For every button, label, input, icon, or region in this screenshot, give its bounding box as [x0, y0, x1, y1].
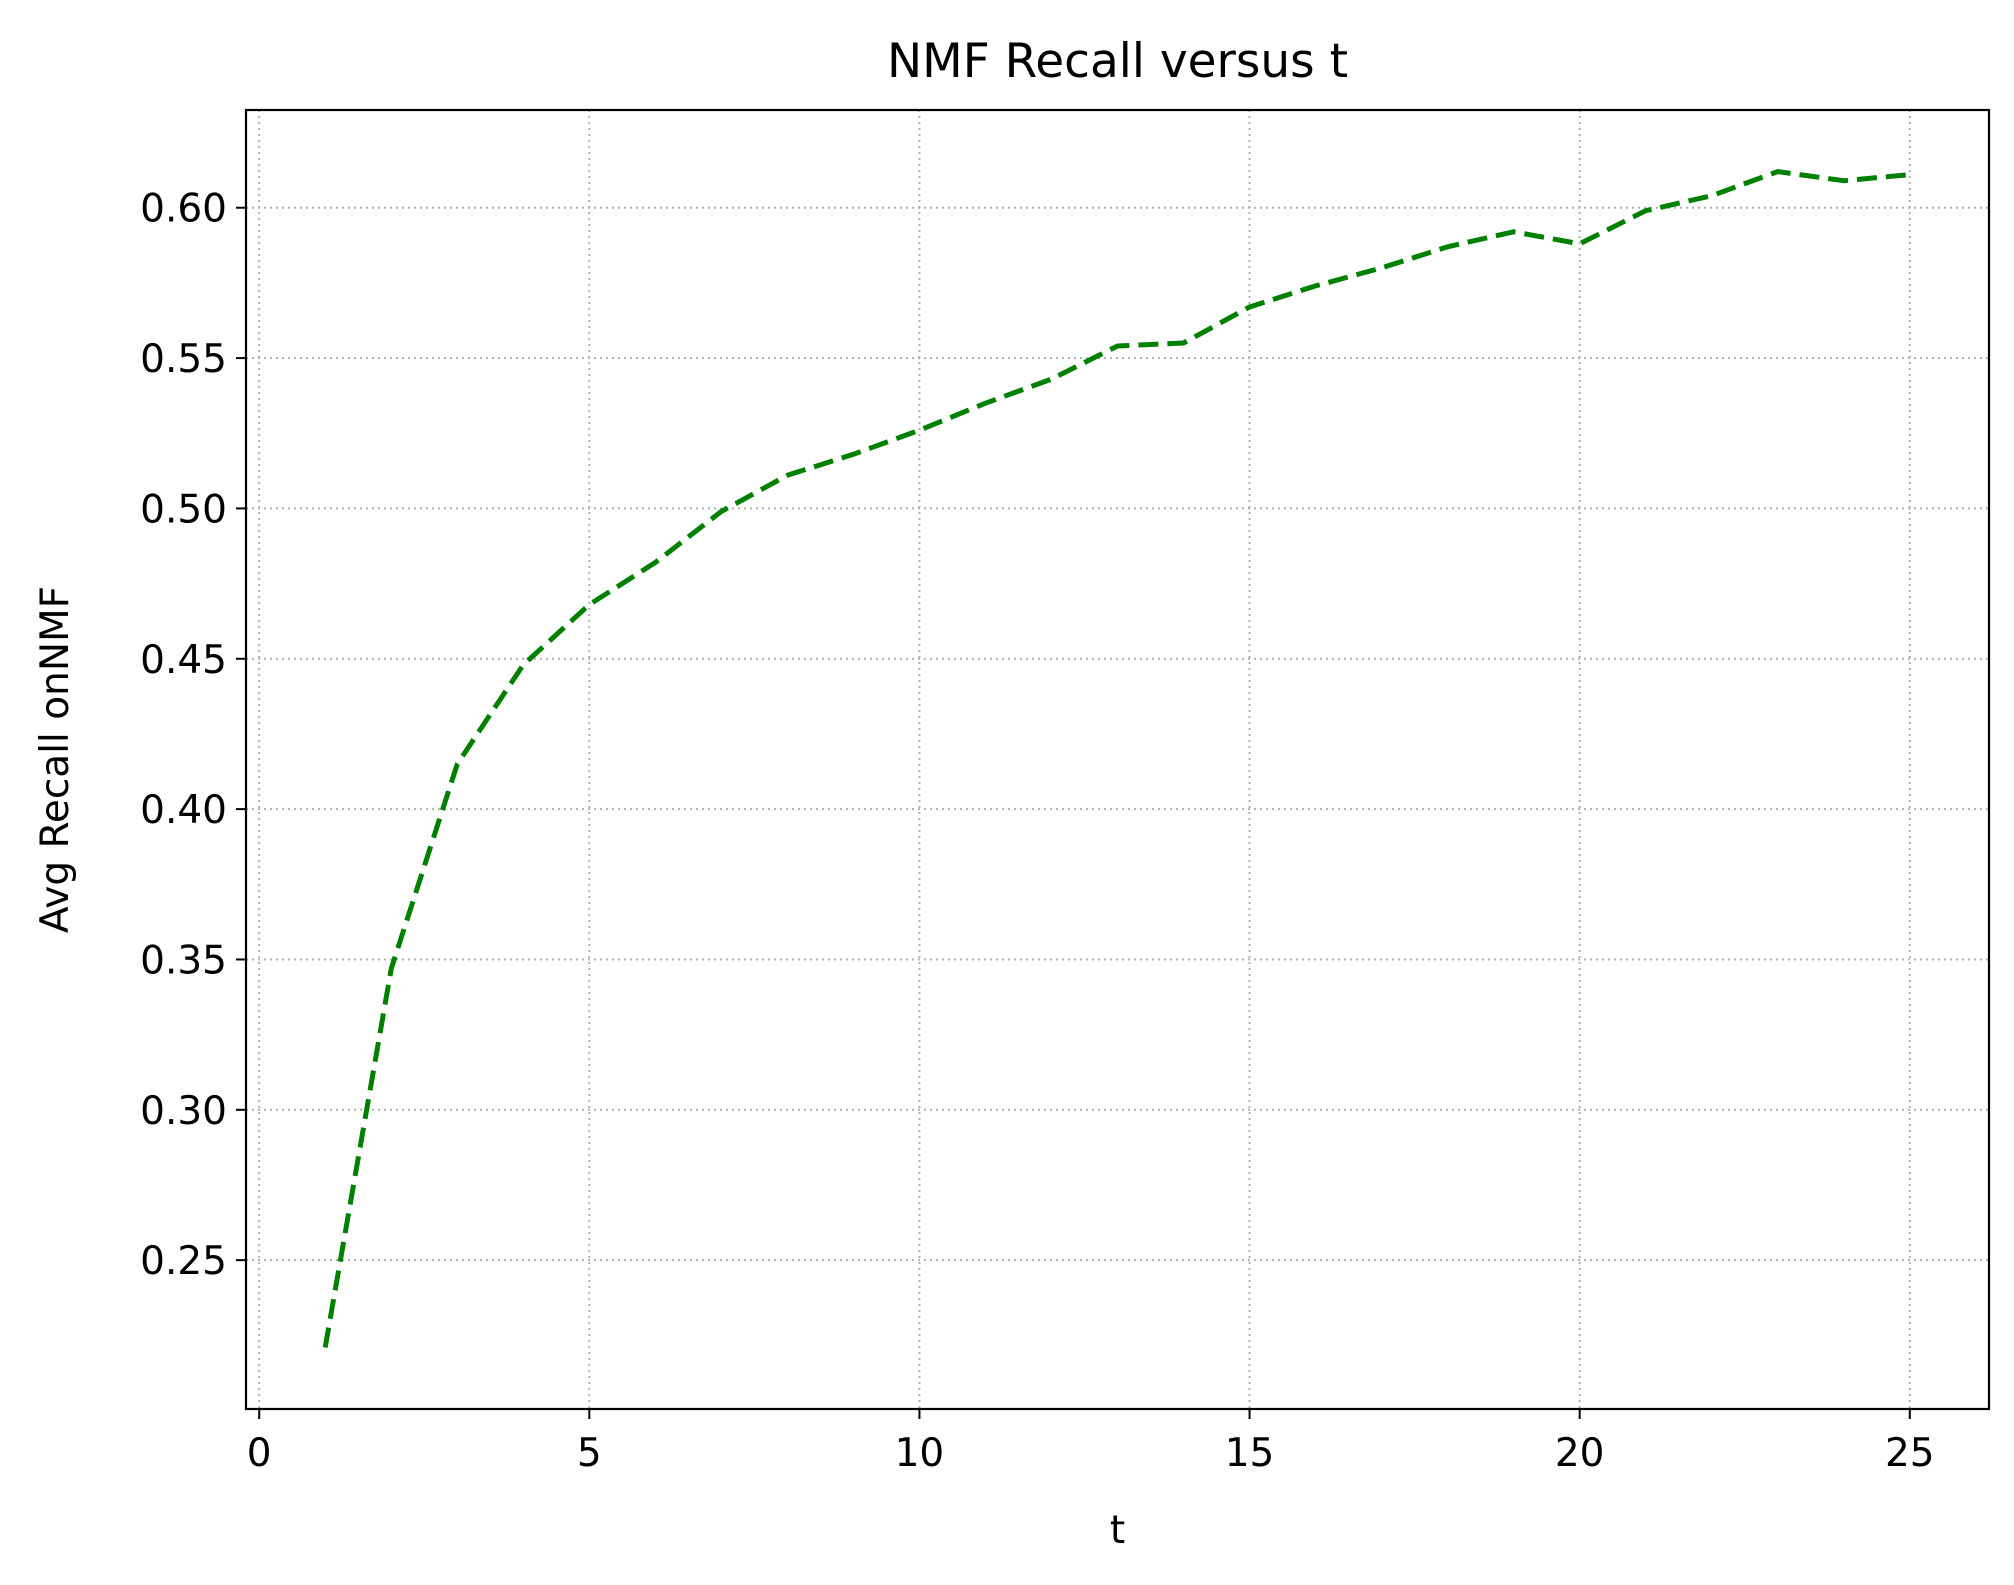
data-point: [588, 603, 591, 606]
y-tick-label: 0.55: [140, 337, 227, 382]
data-point: [390, 967, 393, 970]
data-point: [1776, 170, 1779, 173]
chart-title: NMF Recall versus t: [887, 34, 1348, 89]
data-point: [1050, 378, 1053, 381]
x-tick-label: 25: [1885, 1431, 1935, 1476]
data-point: [324, 1346, 327, 1349]
y-tick-label: 0.25: [140, 1239, 227, 1284]
x-tick-label: 5: [577, 1431, 602, 1476]
data-point: [1710, 194, 1713, 197]
y-tick-label: 0.60: [140, 187, 227, 232]
data-point: [852, 453, 855, 456]
data-point: [1842, 179, 1845, 182]
data-point: [1644, 209, 1647, 212]
x-tick-label: 10: [895, 1431, 945, 1476]
y-tick-label: 0.35: [140, 938, 227, 983]
data-point: [1248, 305, 1251, 308]
data-point: [456, 763, 459, 766]
x-axis-label: t: [1110, 1508, 1125, 1553]
y-axis-ticks: 0.25 0.30 0.35 0.40 0.45 0.50 0.55 0.60: [140, 187, 246, 1284]
data-point: [1446, 245, 1449, 248]
data-point: [522, 663, 525, 666]
y-tick-label: 0.50: [140, 487, 227, 532]
y-axis-label: Avg Recall onNMF: [33, 586, 78, 933]
data-point: [1908, 173, 1911, 176]
y-tick-label: 0.45: [140, 638, 227, 683]
data-point: [654, 561, 657, 564]
series-layer: [322, 169, 1911, 1349]
series-line: [322, 169, 1911, 1348]
data-point: [918, 429, 921, 432]
data-point: [984, 402, 987, 405]
data-point: [1512, 230, 1515, 233]
gridlines: [246, 110, 1989, 1409]
x-axis-ticks: 0 5 10 15 20 25: [247, 1409, 1935, 1476]
x-tick-label: 0: [247, 1431, 272, 1476]
data-point: [1116, 345, 1119, 348]
data-point: [786, 474, 789, 477]
plot-frame: [244, 108, 1991, 1411]
x-tick-label: 20: [1555, 1431, 1605, 1476]
y-tick-label: 0.40: [140, 788, 227, 833]
data-point: [1182, 342, 1185, 345]
data-point: [1314, 284, 1317, 287]
data-point: [1380, 266, 1383, 269]
data-point: [1578, 242, 1581, 245]
x-tick-label: 15: [1225, 1431, 1275, 1476]
data-point: [720, 510, 723, 513]
y-tick-label: 0.30: [140, 1089, 227, 1134]
